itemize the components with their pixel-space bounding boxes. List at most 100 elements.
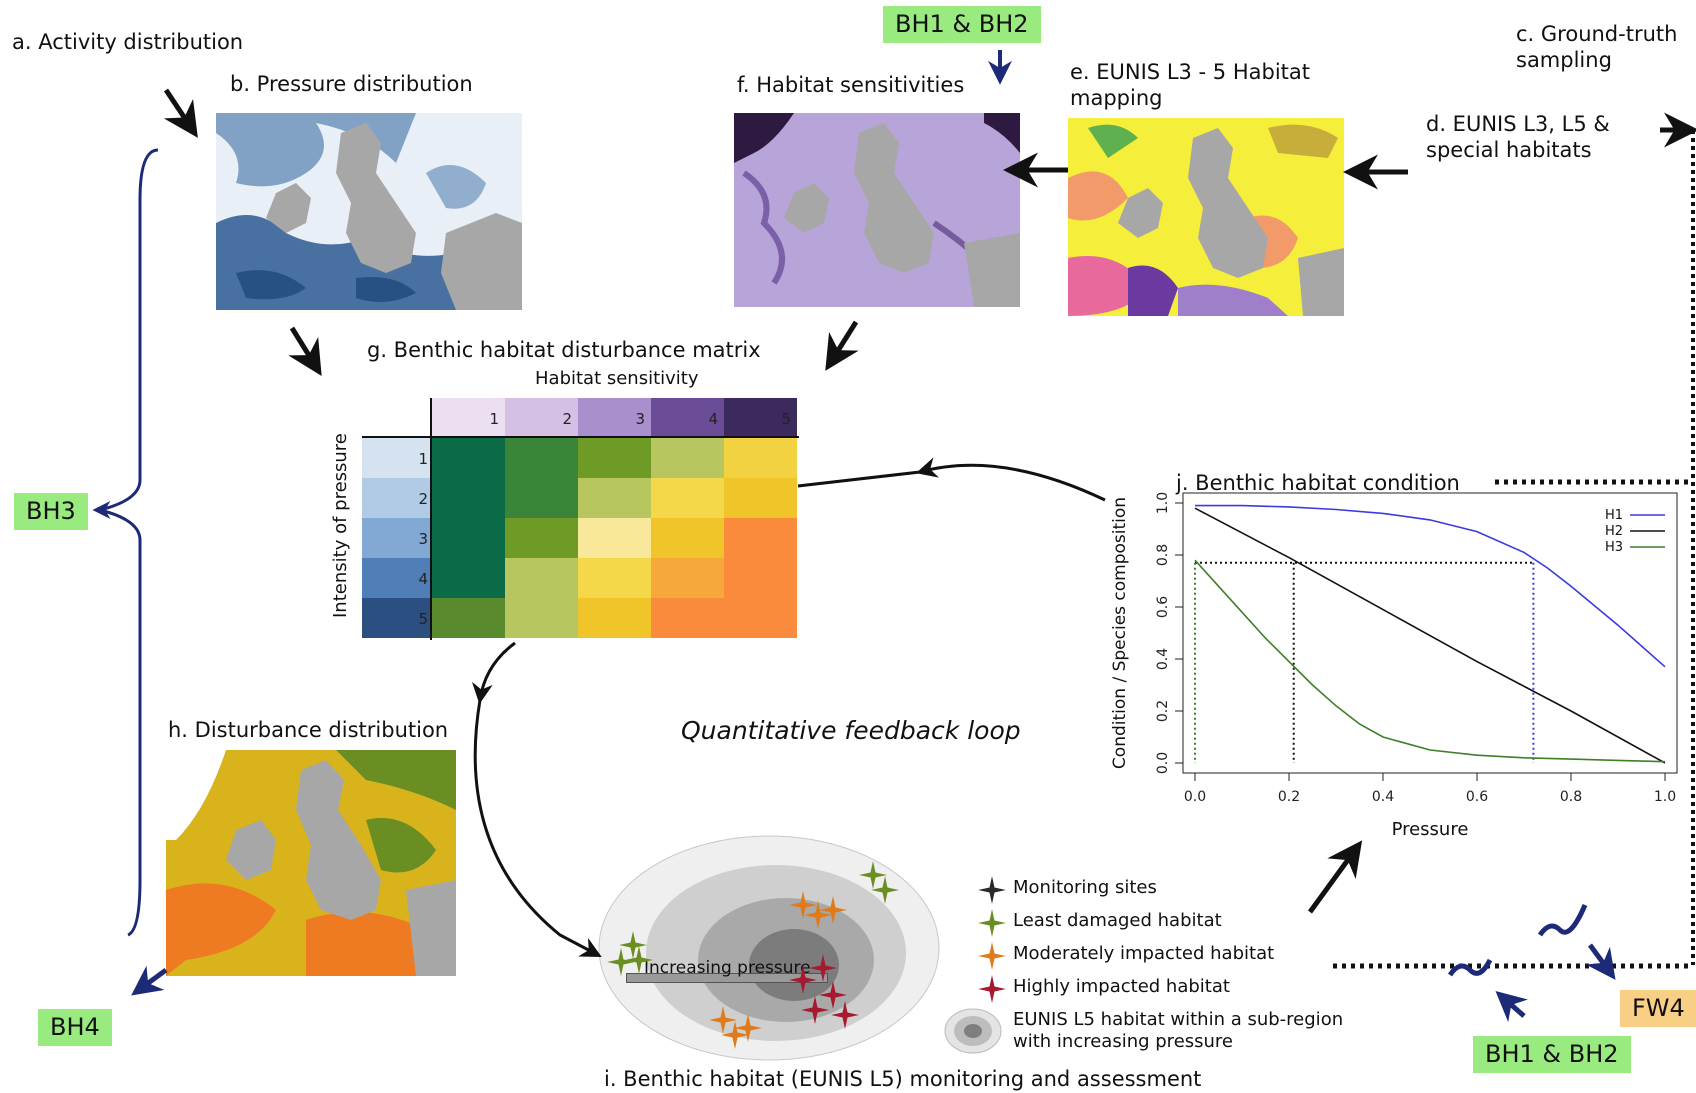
matrix-cell-r5-c1 bbox=[432, 598, 505, 638]
y-tick-label: 0.0 bbox=[1155, 752, 1171, 774]
assessment-star-moderate bbox=[709, 1006, 737, 1034]
matrix-col-header-4: 4 bbox=[651, 398, 724, 438]
assessment-star-least bbox=[859, 861, 887, 889]
pressure-distribution-map bbox=[216, 113, 522, 310]
matrix-col-header-5: 5 bbox=[724, 398, 797, 438]
star-high bbox=[978, 975, 1006, 1003]
matrix-cell-r3-c3 bbox=[578, 518, 651, 558]
legend-eunis-habitat: EUNIS L5 habitat within a sub-region wit… bbox=[943, 1007, 1343, 1060]
least-damaged-star-icon bbox=[977, 908, 1007, 943]
feedback-loop-label: Quantitative feedback loop bbox=[681, 716, 1021, 745]
matrix-row-header-2: 2 bbox=[362, 478, 432, 518]
x-tick-label: 0.2 bbox=[1278, 789, 1300, 805]
matrix-cell-r5-c4 bbox=[651, 598, 724, 638]
matrix-row-header-5: 5 bbox=[362, 598, 432, 638]
disturbance-distribution-map bbox=[166, 750, 456, 976]
arrow-h-to-i bbox=[473, 699, 602, 957]
y-tick-label: 0.2 bbox=[1155, 700, 1171, 722]
legend-label-h2: H2 bbox=[1605, 524, 1623, 539]
highly-impacted-star-icon bbox=[977, 974, 1007, 1009]
legend-eunis-label-line2: with increasing pressure bbox=[1013, 1031, 1234, 1052]
legend-high-label: Highly impacted habitat bbox=[1013, 976, 1230, 997]
panel-b-label: b. Pressure distribution bbox=[230, 72, 473, 96]
series-line-h3 bbox=[1194, 559, 1666, 763]
benthic-habitat-condition-chart: 0.0 0.2 0.4 0.6 0.8 1.0 0.0 0.2 0.4 0.6 0.8 1.0 Pres… bbox=[1100, 465, 1696, 890]
panel-h-label: h. Disturbance distribution bbox=[168, 718, 449, 742]
moderately-impacted-star-icon bbox=[977, 941, 1007, 976]
matrix-cell-r4-c3 bbox=[578, 558, 651, 598]
matrix-cell-r1-c2 bbox=[505, 438, 578, 478]
arrow-matrix-to-h bbox=[471, 641, 516, 705]
panel-e-label-line2: mapping bbox=[1070, 86, 1163, 110]
arrow-to-fw4 bbox=[1585, 943, 1616, 980]
condition-plot-svg: 0.0 0.2 0.4 0.6 0.8 1.0 0.0 0.2 0.4 0.6 0.8 1.0 Pres… bbox=[1110, 492, 1678, 840]
panel-f-label: f. Habitat sensitivities bbox=[737, 73, 965, 97]
matrix-cell-r5-c5 bbox=[724, 598, 797, 638]
series-line-h2 bbox=[1194, 507, 1666, 764]
monitoring-assessment-illustration: Increasing pressure bbox=[598, 835, 940, 1061]
matrix-cell-r5-c2 bbox=[505, 598, 578, 638]
increasing-pressure-label: Increasing pressure bbox=[644, 958, 811, 978]
tag-bh4: BH4 bbox=[38, 1009, 112, 1046]
assessment-star-moderate bbox=[819, 896, 847, 924]
assessment-star-high bbox=[831, 1001, 859, 1029]
matrix-cell-r5-c3 bbox=[578, 598, 651, 638]
bh3-bracket bbox=[99, 148, 159, 937]
squiggle-bottom-right bbox=[1537, 904, 1588, 937]
matrix-cell-r3-c1 bbox=[432, 518, 505, 558]
matrix-cell-r1-c5 bbox=[724, 438, 797, 478]
series-line-h1 bbox=[1195, 504, 1666, 668]
legend-eunis-label-line1: EUNIS L5 habitat within a sub-region bbox=[1013, 1009, 1344, 1030]
y-tick-label: 0.6 bbox=[1155, 596, 1171, 618]
arrow-bh1-bh2-bottom bbox=[1495, 991, 1528, 1023]
matrix-cell-r3-c4 bbox=[651, 518, 724, 558]
y-axis-label: Condition / Species composition bbox=[1110, 497, 1130, 769]
arrow-b-to-g bbox=[288, 326, 322, 376]
habitat-sensitivities-map bbox=[734, 113, 1020, 307]
squiggle-bottom-left bbox=[1447, 958, 1493, 977]
arrow-j-to-matrix bbox=[915, 457, 1106, 502]
matrix-vertical-axis bbox=[430, 398, 432, 640]
assessment-star-least bbox=[607, 948, 635, 976]
matrix-cell-r4-c2 bbox=[505, 558, 578, 598]
plot-frame bbox=[1182, 492, 1678, 774]
matrix-col-header-1: 1 bbox=[432, 398, 505, 438]
star-least bbox=[978, 909, 1006, 937]
increasing-pressure-arrow bbox=[626, 973, 828, 983]
matrix-cell-r2-c4 bbox=[651, 478, 724, 518]
matrix-row-header-1: 1 bbox=[362, 438, 432, 478]
matrix-cell-r1-c4 bbox=[651, 438, 724, 478]
monitoring-sites-star-icon bbox=[977, 875, 1007, 910]
eunis-habitat-rings-icon bbox=[944, 1008, 1002, 1054]
panel-c-label-line2: sampling bbox=[1516, 48, 1612, 72]
matrix-cell-r3-c5 bbox=[724, 518, 797, 558]
tag-fw4: FW4 bbox=[1620, 990, 1696, 1027]
matrix-cell-r4-c5 bbox=[724, 558, 797, 598]
matrix-col-header-2: 2 bbox=[505, 398, 578, 438]
x-tick-label: 1.0 bbox=[1654, 789, 1676, 805]
panel-j-label: j. Benthic habitat condition bbox=[1176, 471, 1460, 495]
panel-d-label-line2: special habitats bbox=[1426, 138, 1592, 162]
assessment-star-moderate bbox=[804, 901, 832, 929]
matrix-cell-r4-c1 bbox=[432, 558, 505, 598]
panel-d-label-line1: d. EUNIS L3, L5 & bbox=[1426, 112, 1610, 136]
y-tick-label: 1.0 bbox=[1155, 492, 1171, 514]
eunis-habitat-mapping-map bbox=[1068, 118, 1344, 316]
tag-bh3: BH3 bbox=[14, 493, 88, 530]
matrix-col-header-3: 3 bbox=[578, 398, 651, 438]
x-tick-label: 0.6 bbox=[1466, 789, 1488, 805]
arrow-a-to-b bbox=[163, 88, 198, 138]
matrix-cell-r2-c1 bbox=[432, 478, 505, 518]
legend-label-h3: H3 bbox=[1605, 540, 1623, 555]
assessment-star-high bbox=[801, 996, 829, 1024]
legend-label-h1: H1 bbox=[1605, 508, 1623, 523]
y-tick-label: 0.4 bbox=[1155, 648, 1171, 670]
assessment-star-moderate bbox=[721, 1021, 749, 1049]
x-tick-label: 0.4 bbox=[1372, 789, 1394, 805]
legend-least-label: Least damaged habitat bbox=[1013, 910, 1222, 931]
matrix-horizontal-axis bbox=[362, 436, 799, 438]
assessment-star-least bbox=[619, 931, 647, 959]
legend-moderate-label: Moderately impacted habitat bbox=[1013, 943, 1275, 964]
star-monitoring bbox=[978, 876, 1006, 904]
assessment-star-high bbox=[819, 981, 847, 1009]
